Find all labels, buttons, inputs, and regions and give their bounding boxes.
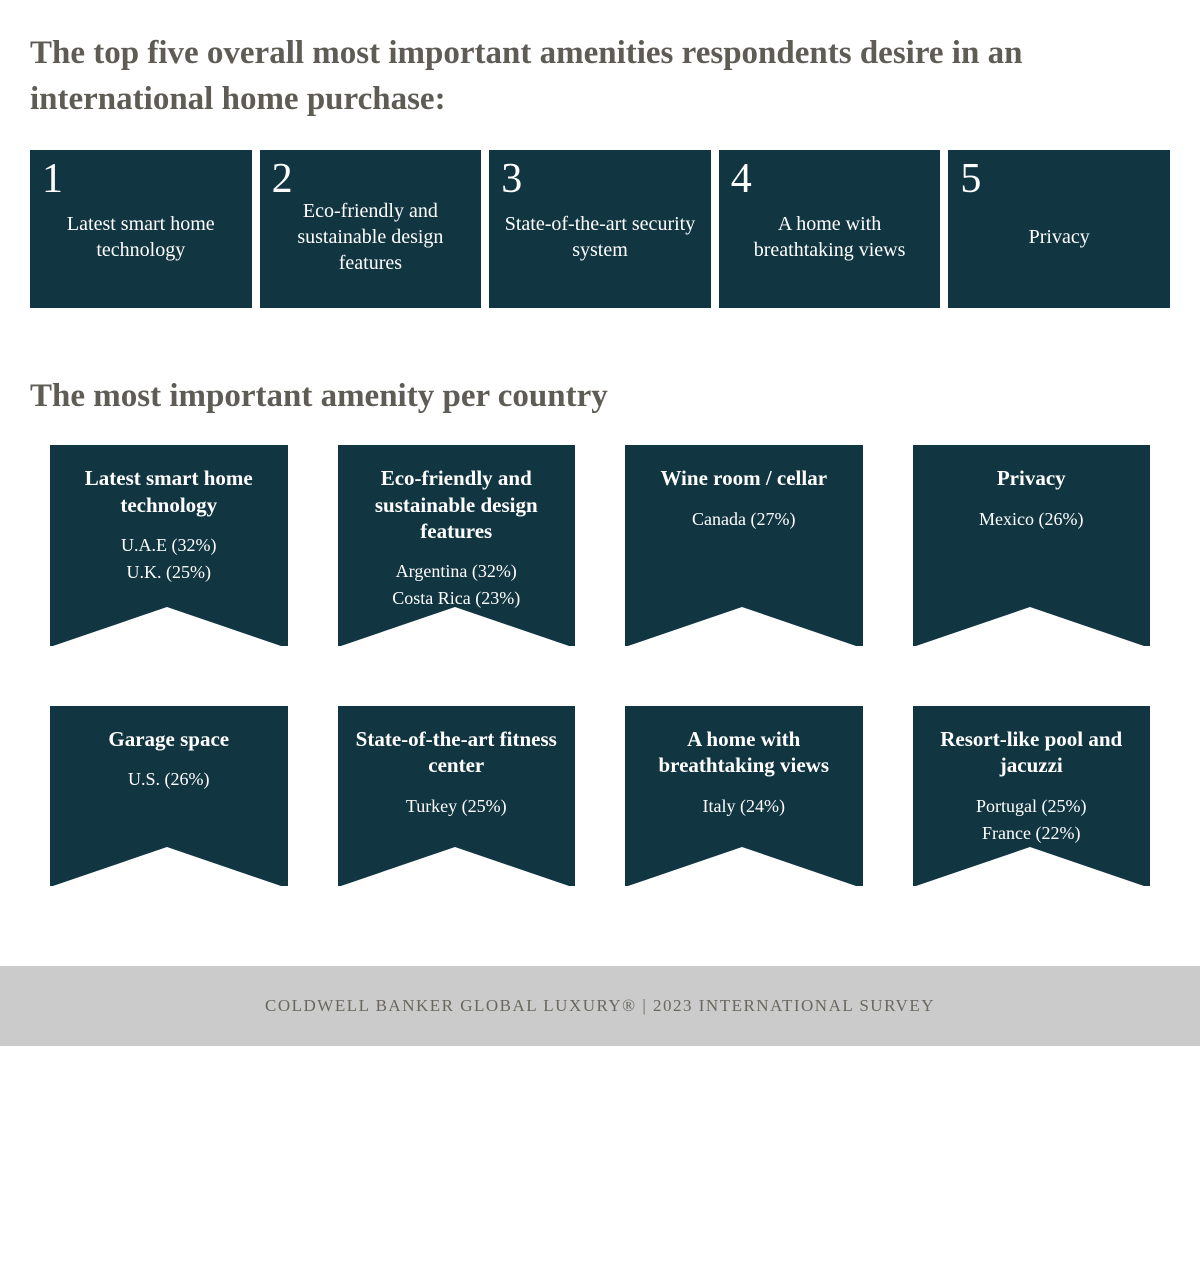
banner-eco: Eco-friendly and sustainable design feat… <box>338 445 576 646</box>
country-heading: The most important amenity per country <box>30 378 1170 415</box>
top-card-number: 1 <box>42 158 240 200</box>
banner-privacy: Privacy Mexico (26%) <box>913 445 1151 646</box>
banner-wine: Wine room / cellar Canada (27%) <box>625 445 863 646</box>
top-card-1: 1 Latest smart home technology <box>30 150 252 308</box>
banner-title: Privacy <box>927 465 1137 491</box>
banner-line: France (22%) <box>927 820 1137 847</box>
banner-line: Turkey (25%) <box>352 793 562 820</box>
banner-title: A home with breathtaking views <box>639 726 849 779</box>
banner-line: Mexico (26%) <box>927 506 1137 533</box>
top-card-label: Privacy <box>959 224 1158 250</box>
top-card-label: State-of-the-art security system <box>500 211 699 263</box>
top-card-number: 5 <box>960 158 1158 200</box>
main-heading: The top five overall most important amen… <box>30 30 1170 122</box>
top-card-label: Latest smart home technology <box>41 211 240 263</box>
banner-title: Wine room / cellar <box>639 465 849 491</box>
top-five-row: 1 Latest smart home technology 2 Eco-fri… <box>30 150 1170 308</box>
banner-line: U.A.E (32%) <box>64 532 274 559</box>
footer-text: COLDWELL BANKER GLOBAL LUXURY® | 2023 IN… <box>265 996 935 1016</box>
top-card-label: A home with breathtaking views <box>730 211 929 263</box>
page-content: The top five overall most important amen… <box>0 0 1200 886</box>
banner-line: U.K. (25%) <box>64 559 274 586</box>
banner-title: Resort-like pool and jacuzzi <box>927 726 1137 779</box>
banner-title: Garage space <box>64 726 274 752</box>
top-card-number: 4 <box>731 158 929 200</box>
top-card-2: 2 Eco-friendly and sustainable design fe… <box>260 150 482 308</box>
banner-title: Latest smart home technology <box>64 465 274 518</box>
banner-line: U.S. (26%) <box>64 766 274 793</box>
top-card-number: 2 <box>272 158 470 200</box>
banner-smart-home: Latest smart home technology U.A.E (32%)… <box>50 445 288 646</box>
footer-bar: COLDWELL BANKER GLOBAL LUXURY® | 2023 IN… <box>0 966 1200 1046</box>
banner-grid: Latest smart home technology U.A.E (32%)… <box>30 445 1170 886</box>
banner-title: Eco-friendly and sustainable design feat… <box>352 465 562 544</box>
banner-title: State-of-the-art fitness center <box>352 726 562 779</box>
banner-line: Costa Rica (23%) <box>352 585 562 612</box>
banner-garage: Garage space U.S. (26%) <box>50 706 288 886</box>
banner-fitness: State-of-the-art fitness center Turkey (… <box>338 706 576 886</box>
top-card-5: 5 Privacy <box>948 150 1170 308</box>
banner-line: Italy (24%) <box>639 793 849 820</box>
banner-pool: Resort-like pool and jacuzzi Portugal (2… <box>913 706 1151 886</box>
top-card-number: 3 <box>501 158 699 200</box>
banner-views: A home with breathtaking views Italy (24… <box>625 706 863 886</box>
top-card-label: Eco-friendly and sustainable design feat… <box>271 198 470 276</box>
banner-line: Portugal (25%) <box>927 793 1137 820</box>
top-card-3: 3 State-of-the-art security system <box>489 150 711 308</box>
banner-line: Canada (27%) <box>639 506 849 533</box>
banner-line: Argentina (32%) <box>352 558 562 585</box>
top-card-4: 4 A home with breathtaking views <box>719 150 941 308</box>
